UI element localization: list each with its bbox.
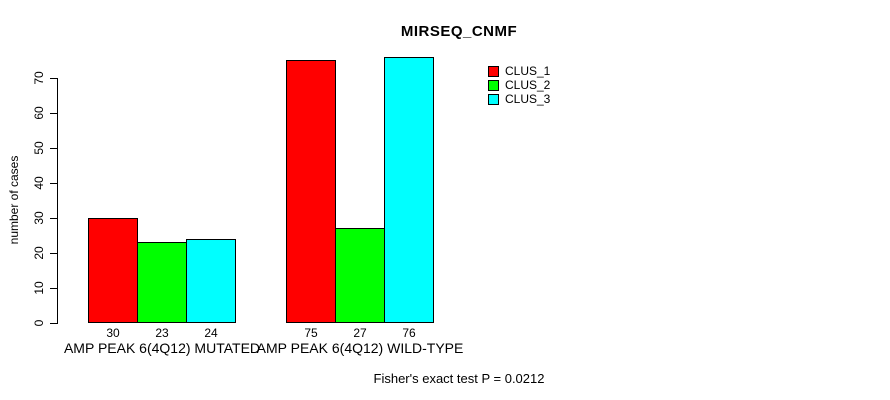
y-axis-tick <box>50 182 57 184</box>
y-axis-tick <box>50 77 57 79</box>
y-axis-tick <box>50 322 57 324</box>
legend-item-clus_1: CLUS_1 <box>488 64 550 78</box>
legend-label: CLUS_2 <box>505 78 551 92</box>
legend: CLUS_1 CLUS_2 CLUS_3 <box>488 64 550 106</box>
y-axis-tick <box>50 252 57 254</box>
legend-label: CLUS_3 <box>505 92 551 106</box>
bar-value-label: 30 <box>106 326 120 340</box>
y-axis-tick-label: 70 <box>32 71 46 85</box>
bar-clus_2-group2 <box>335 228 385 323</box>
x-axis-group-label: AMP PEAK 6(4Q12) WILD-TYPE <box>256 340 464 356</box>
chart-title: MIRSEQ_CNMF <box>400 23 518 40</box>
y-axis-tick-label: 40 <box>32 176 46 190</box>
legend-label: CLUS_1 <box>505 64 551 78</box>
y-axis-tick <box>50 287 57 289</box>
legend-swatch-icon <box>488 65 499 77</box>
legend-item-clus_3: CLUS_3 <box>488 92 550 106</box>
y-axis-tick-label: 30 <box>32 211 46 225</box>
x-axis-group-label: AMP PEAK 6(4Q12) MUTATED <box>63 340 261 356</box>
y-axis-line <box>57 78 58 324</box>
bar-value-label: 76 <box>402 326 416 340</box>
y-axis-tick-label: 60 <box>32 106 46 120</box>
legend-swatch-icon <box>488 79 499 91</box>
bar-clus_1-group1 <box>88 218 138 323</box>
y-axis-tick-label: 50 <box>32 141 46 155</box>
bar-value-label: 24 <box>204 326 218 340</box>
bar-value-label: 27 <box>353 326 367 340</box>
y-axis-tick-label: 20 <box>32 246 46 260</box>
legend-item-clus_2: CLUS_2 <box>488 78 550 92</box>
bar-clus_3-group2 <box>384 57 434 323</box>
legend-swatch-icon <box>488 93 499 105</box>
bar-clus_1-group2 <box>286 60 336 323</box>
y-axis-tick-label: 10 <box>32 281 46 295</box>
bar-value-label: 75 <box>304 326 318 340</box>
y-axis-tick-label: 0 <box>32 319 46 327</box>
bar-value-label: 23 <box>155 326 169 340</box>
bar-clus_3-group1 <box>186 239 236 323</box>
y-axis-tick <box>50 147 57 149</box>
y-axis-tick <box>50 112 57 114</box>
y-axis-tick <box>50 217 57 219</box>
y-axis-title: number of cases <box>7 155 21 245</box>
bar-clus_2-group1 <box>137 242 187 323</box>
fisher-test-annotation: Fisher's exact test P = 0.0212 <box>373 371 545 386</box>
